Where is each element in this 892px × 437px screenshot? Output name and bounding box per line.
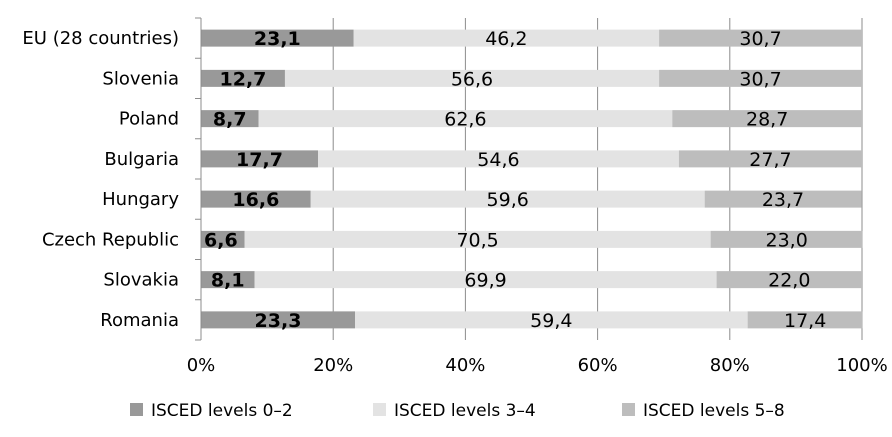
data-label: 59,4 bbox=[530, 310, 572, 332]
bars bbox=[201, 29, 863, 329]
data-label: 8,7 bbox=[213, 109, 247, 131]
category-label: Slovenia bbox=[102, 68, 179, 89]
x-tick-label: 20% bbox=[313, 355, 353, 376]
data-label: 12,7 bbox=[220, 68, 267, 90]
bar-segment-2 bbox=[317, 150, 679, 168]
data-label: 23,0 bbox=[765, 229, 807, 251]
data-label: 30,7 bbox=[739, 68, 781, 90]
data-label: 17,4 bbox=[784, 310, 826, 332]
bar-segment-1 bbox=[201, 69, 285, 87]
data-label: 54,6 bbox=[477, 149, 519, 171]
data-labels: 23,1 46,2 30,7 12,7 56,6 30,7 8,7 62,6 28,7 17,7 5… bbox=[204, 28, 826, 332]
data-label: 69,9 bbox=[464, 270, 506, 292]
legend: ISCED levels 0–2 ISCED levels 3–4 ISCED le… bbox=[130, 401, 785, 421]
data-label: 70,5 bbox=[456, 229, 498, 251]
category-label: Bulgaria bbox=[104, 149, 179, 170]
bar-segment-3 bbox=[710, 230, 863, 248]
bar-segment-1 bbox=[201, 311, 356, 329]
bar-segment-2 bbox=[353, 29, 660, 47]
x-tick-label: 40% bbox=[445, 355, 485, 376]
legend-swatch bbox=[373, 403, 386, 416]
bar-segment-2 bbox=[258, 110, 673, 128]
data-label: 28,7 bbox=[746, 109, 788, 131]
legend-label: ISCED levels 3–4 bbox=[394, 401, 536, 421]
data-label: 62,6 bbox=[444, 109, 486, 131]
legend-swatch bbox=[622, 403, 635, 416]
bar-segment-3 bbox=[716, 271, 862, 289]
bar-segment-3 bbox=[678, 150, 862, 168]
category-label: Hungary bbox=[102, 189, 179, 210]
data-label: 30,7 bbox=[739, 28, 781, 50]
data-label: 8,1 bbox=[211, 270, 245, 292]
category-label: Czech Republic bbox=[42, 229, 179, 250]
bar-segment-3 bbox=[659, 29, 862, 47]
bar-segment-1 bbox=[201, 190, 311, 208]
data-label: 23,3 bbox=[255, 310, 302, 332]
legend-swatch bbox=[130, 403, 143, 416]
bar-segment-1 bbox=[201, 150, 318, 168]
bar-segment-3 bbox=[659, 69, 862, 87]
category-label: Poland bbox=[119, 109, 179, 130]
gridlines bbox=[200, 18, 863, 340]
x-tick-label: 80% bbox=[710, 355, 750, 376]
axes: 0% 20% 40% 60% 80% 100% EU (28 countries) Slove… bbox=[22, 17, 888, 376]
category-label: Slovakia bbox=[103, 270, 179, 291]
x-tick-label: 60% bbox=[578, 355, 618, 376]
data-label: 6,6 bbox=[204, 229, 238, 251]
data-label: 27,7 bbox=[749, 149, 791, 171]
data-label: 23,7 bbox=[762, 189, 804, 211]
data-label: 17,7 bbox=[236, 149, 283, 171]
bar-segment-2 bbox=[310, 190, 705, 208]
data-label: 59,6 bbox=[487, 189, 529, 211]
legend-label: ISCED levels 5–8 bbox=[643, 401, 785, 421]
bar-segment-3 bbox=[672, 110, 862, 128]
category-label: EU (28 countries) bbox=[22, 28, 179, 49]
bar-segment-1 bbox=[201, 230, 245, 248]
bar-segment-2 bbox=[355, 311, 748, 329]
x-tick-label: 100% bbox=[836, 355, 887, 376]
category-label: Romania bbox=[100, 310, 179, 331]
bar-segment-2 bbox=[244, 230, 711, 248]
bar-segment-3 bbox=[747, 311, 863, 329]
data-label: 23,1 bbox=[254, 28, 301, 50]
bar-segment-1 bbox=[201, 110, 259, 128]
bar-segment-2 bbox=[254, 271, 717, 289]
data-label: 22,0 bbox=[768, 270, 810, 292]
bar-segment-3 bbox=[704, 190, 862, 208]
data-label: 16,6 bbox=[232, 189, 279, 211]
bar-segment-1 bbox=[201, 29, 354, 47]
bar-segment-1 bbox=[201, 271, 255, 289]
legend-label: ISCED levels 0–2 bbox=[151, 401, 293, 421]
x-tick-label: 0% bbox=[187, 355, 216, 376]
data-label: 46,2 bbox=[485, 28, 527, 50]
bar-segment-2 bbox=[284, 69, 660, 87]
data-label: 56,6 bbox=[451, 68, 493, 90]
